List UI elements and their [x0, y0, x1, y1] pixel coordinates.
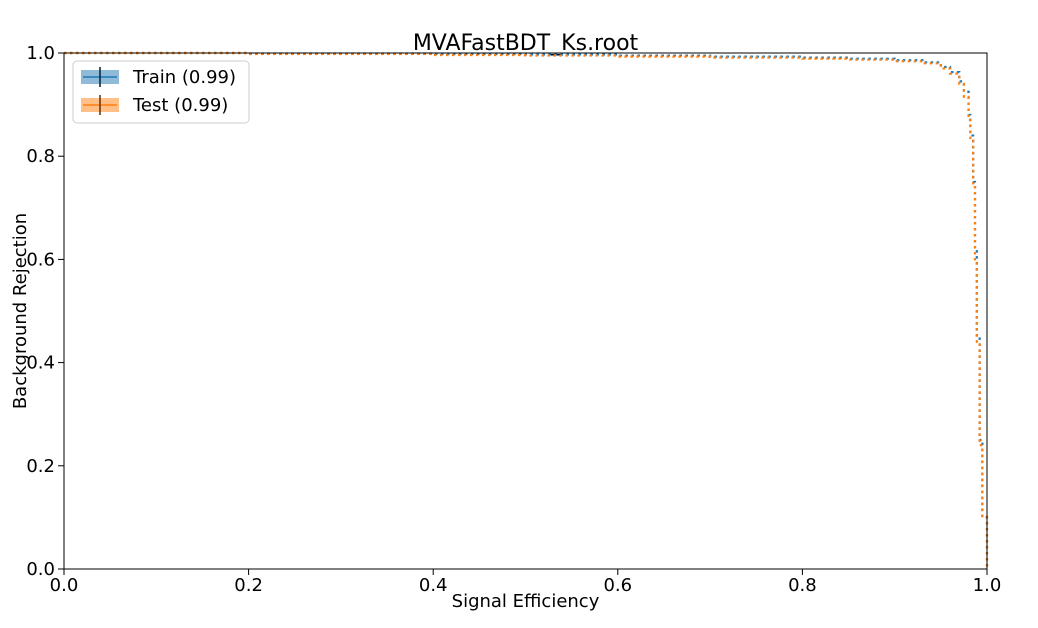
- chart-title: MVAFastBDT_Ks.root: [413, 31, 639, 56]
- x-tick-label: 0.0: [50, 575, 79, 596]
- series-line-0: [64, 51, 989, 569]
- x-axis: 0.0 0.2 0.4 0.6 0.8 1.0: [50, 569, 1002, 596]
- y-axis: 0.0 0.2 0.4 0.6 0.8 1.0: [26, 43, 64, 580]
- legend: Train (0.99) Test (0.99): [72, 60, 250, 124]
- x-tick-label: 0.4: [419, 575, 448, 596]
- x-tick-label: 1.0: [973, 575, 1002, 596]
- x-axis-title: Signal Efficiency: [452, 591, 600, 612]
- y-axis-title: Background Rejection: [10, 213, 31, 409]
- x-tick-label: 0.2: [234, 575, 263, 596]
- legend-label: Test (0.99): [132, 95, 228, 116]
- y-tick-label: 0.4: [26, 353, 55, 374]
- legend-label: Train (0.99): [132, 67, 236, 88]
- y-tick-label: 0.8: [26, 146, 55, 167]
- y-tick-label: 1.0: [26, 43, 55, 64]
- y-tick-label: 0.6: [26, 249, 55, 270]
- y-tick-label: 0.0: [26, 559, 55, 580]
- x-tick-label: 0.6: [603, 575, 632, 596]
- y-tick-label: 0.2: [26, 456, 55, 477]
- series-line-1: [64, 51, 989, 569]
- x-tick-label: 0.8: [788, 575, 817, 596]
- plot-frame: [63, 52, 988, 570]
- series-layer: [64, 51, 989, 569]
